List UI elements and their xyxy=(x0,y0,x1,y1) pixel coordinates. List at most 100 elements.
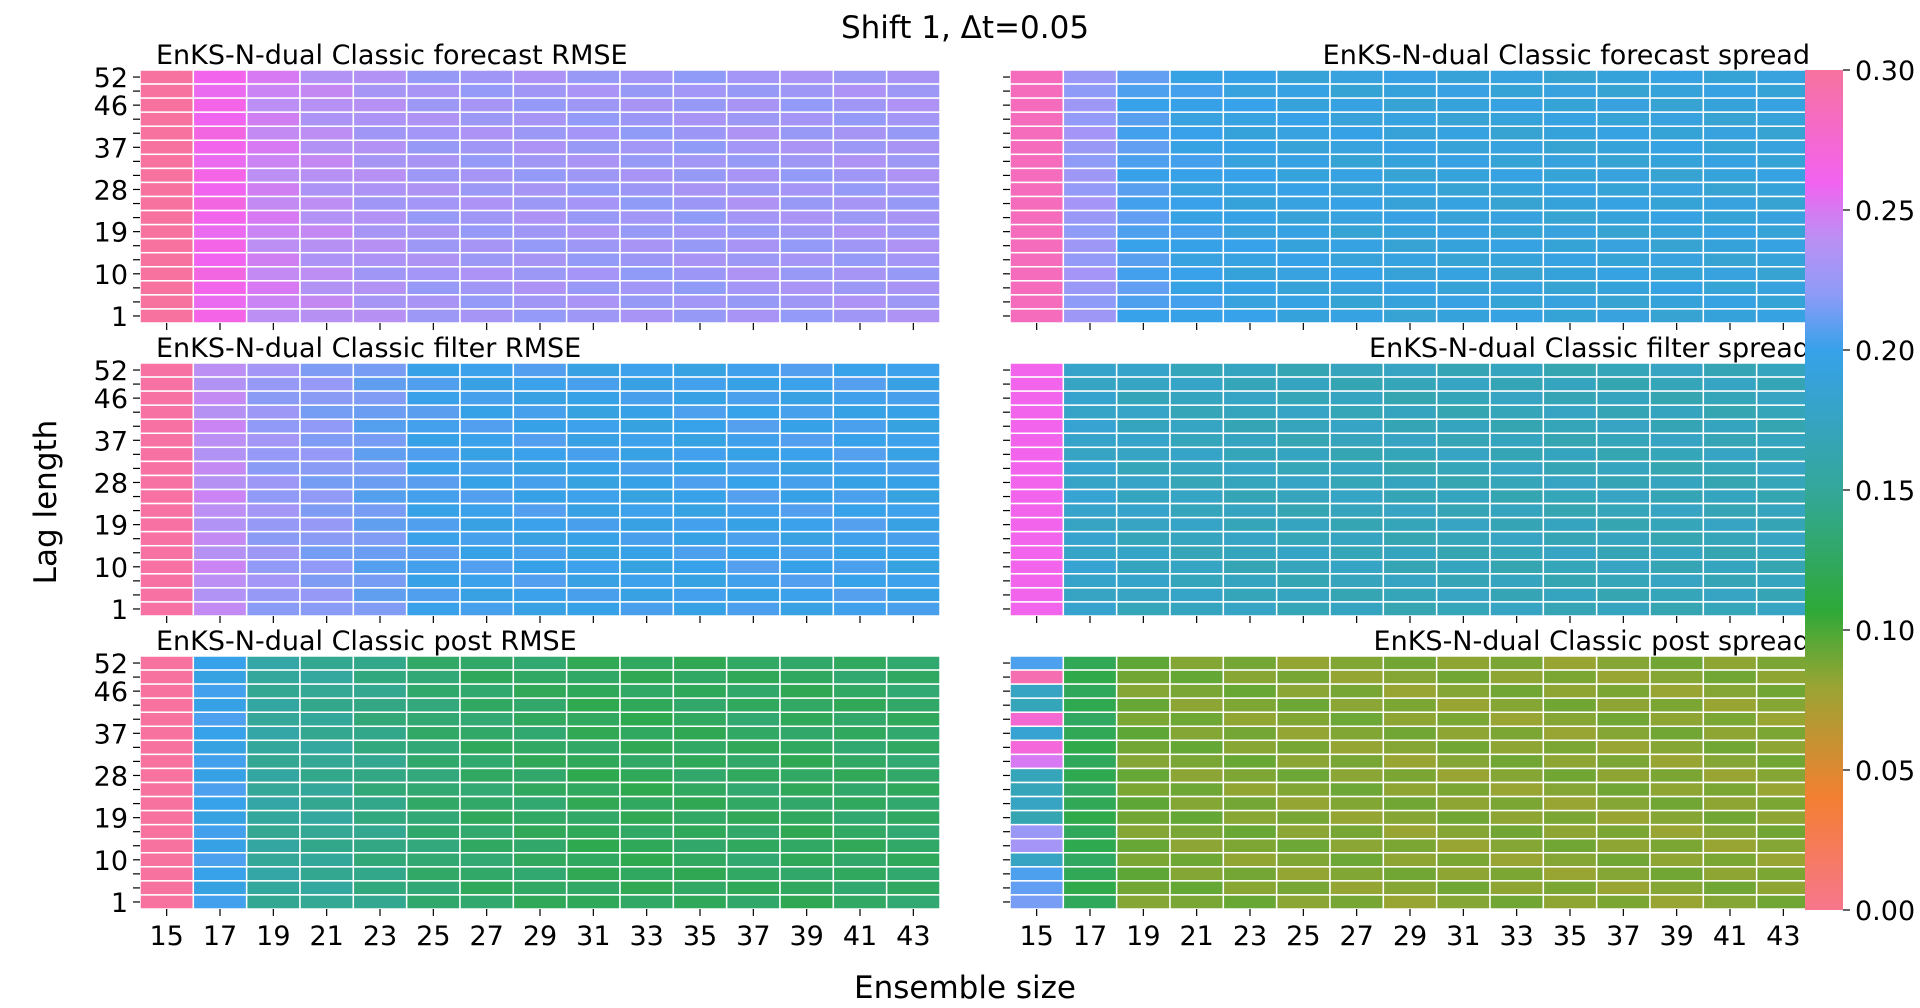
heatmap-cell xyxy=(1595,809,1651,826)
heatmap-cell xyxy=(619,587,675,603)
heatmap-cell xyxy=(1435,823,1491,840)
heatmap-cell xyxy=(299,516,355,533)
heatmap-cell xyxy=(1595,852,1651,868)
heatmap-cell xyxy=(1542,280,1598,296)
heatmap-cell xyxy=(1649,266,1705,282)
heatmap-cell xyxy=(832,530,888,547)
heatmap-cell xyxy=(725,376,781,392)
heatmap-cell xyxy=(1222,669,1278,685)
heatmap-panel: EnKS-N-dual Classic post RMSE52463728191… xyxy=(94,626,941,952)
heatmap-cell xyxy=(1062,266,1118,282)
heatmap-cell xyxy=(1329,181,1385,198)
heatmap-cell xyxy=(245,209,301,226)
heatmap-cell xyxy=(192,866,248,882)
heatmap-cell xyxy=(299,237,355,254)
heatmap-cell xyxy=(245,139,301,156)
heatmap-cell xyxy=(1329,209,1385,226)
heatmap-cell xyxy=(565,474,621,491)
heatmap-cell xyxy=(1489,601,1545,617)
heatmap-cell xyxy=(832,125,888,142)
heatmap-cell xyxy=(139,601,195,617)
heatmap-cell xyxy=(1702,725,1758,742)
heatmap-cell xyxy=(1169,530,1225,547)
y-tick-label: 28 xyxy=(94,761,128,792)
heatmap-cell xyxy=(352,725,408,742)
heatmap-cell xyxy=(1755,711,1811,728)
heatmap-cell xyxy=(1329,432,1385,449)
heatmap-panel: EnKS-N-dual Classic filter spread xyxy=(1003,333,1811,623)
heatmap-cell xyxy=(299,195,355,212)
heatmap-cell xyxy=(299,502,355,519)
heatmap-cell xyxy=(405,739,461,756)
heatmap-cell xyxy=(1222,376,1278,392)
x-tick-label: 27 xyxy=(469,921,503,952)
heatmap-cell xyxy=(565,880,621,896)
heatmap-cell xyxy=(565,587,621,603)
heatmap-cell xyxy=(1009,502,1065,519)
heatmap-cell xyxy=(299,697,355,713)
heatmap-cell xyxy=(459,195,515,212)
heatmap-cell xyxy=(1542,111,1598,127)
heatmap-cell xyxy=(1169,251,1225,268)
heatmap-cell xyxy=(512,866,568,882)
heatmap-cell xyxy=(1595,237,1651,254)
heatmap-cell xyxy=(1542,697,1598,713)
heatmap-cell xyxy=(1169,573,1225,589)
heatmap-cell xyxy=(1489,683,1545,699)
heatmap-cell xyxy=(832,809,888,826)
heatmap-cell xyxy=(1649,725,1705,742)
heatmap-cell xyxy=(192,711,248,728)
heatmap-cell xyxy=(565,390,621,406)
heatmap-cell xyxy=(565,795,621,812)
heatmap-cell xyxy=(885,432,941,449)
heatmap-cell xyxy=(885,111,941,127)
heatmap-cell xyxy=(1702,446,1758,463)
heatmap-cell xyxy=(832,573,888,589)
heatmap-cell xyxy=(832,266,888,282)
heatmap-cell xyxy=(832,544,888,561)
heatmap-cell xyxy=(459,266,515,282)
heatmap-cell xyxy=(1329,404,1385,420)
heatmap-cell xyxy=(1062,809,1118,826)
heatmap-cell xyxy=(1649,390,1705,406)
heatmap-cell xyxy=(725,111,781,127)
heatmap-cell xyxy=(512,852,568,868)
heatmap-cell xyxy=(139,460,195,477)
heatmap-cell xyxy=(1755,308,1811,324)
heatmap-cell xyxy=(245,237,301,254)
heatmap-cell xyxy=(832,139,888,156)
heatmap-cell xyxy=(1595,655,1651,671)
heatmap-cell xyxy=(459,83,515,99)
heatmap-cell xyxy=(565,460,621,477)
heatmap-cell xyxy=(1595,111,1651,127)
heatmap-cell xyxy=(672,460,728,477)
heatmap-panels: EnKS-N-dual Classic forecast RMSE5246372… xyxy=(94,40,1811,952)
heatmap-cell xyxy=(459,795,515,812)
heatmap-cell xyxy=(352,251,408,268)
heatmap-cell xyxy=(832,376,888,392)
heatmap-cell xyxy=(1649,573,1705,589)
heatmap-cell xyxy=(1115,83,1171,99)
heatmap-cell xyxy=(1755,795,1811,812)
y-tick-label: 46 xyxy=(94,677,128,708)
heatmap-cell xyxy=(139,767,195,784)
heatmap-cell xyxy=(1115,195,1171,212)
heatmap-cell xyxy=(1649,516,1705,533)
figure-title: Shift 1, Δt=0.05 xyxy=(841,10,1089,46)
heatmap-cell xyxy=(1489,294,1545,310)
heatmap-cell xyxy=(672,852,728,868)
heatmap-cell xyxy=(1169,125,1225,142)
heatmap-cell xyxy=(779,280,835,296)
heatmap-cell xyxy=(459,139,515,156)
heatmap-cell xyxy=(459,655,515,671)
heatmap-cell xyxy=(1115,125,1171,142)
x-tick-label: 35 xyxy=(683,921,717,952)
heatmap-cell xyxy=(1329,111,1385,127)
heatmap-cell xyxy=(1169,502,1225,519)
heatmap-cell xyxy=(405,795,461,812)
heatmap-cell xyxy=(832,502,888,519)
heatmap-cell xyxy=(299,669,355,685)
heatmap-cell xyxy=(1062,725,1118,742)
heatmap-cell xyxy=(352,809,408,826)
heatmap-cell xyxy=(1755,809,1811,826)
